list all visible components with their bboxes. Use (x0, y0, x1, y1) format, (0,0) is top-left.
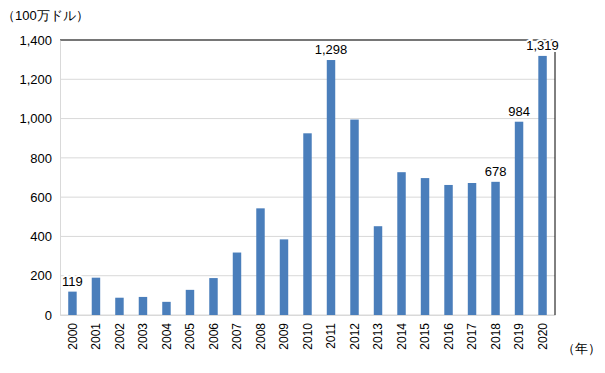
data-label: 1,298 (315, 42, 348, 57)
bar (303, 133, 311, 315)
bar (280, 239, 288, 315)
y-tick-label: 600 (30, 190, 52, 205)
x-tick: 2002 (113, 315, 127, 350)
y-axis: 0 200 400 600 800 1,000 1,200 1,400 (19, 33, 60, 323)
x-tick: 2000 (66, 315, 80, 350)
bar (468, 183, 476, 315)
data-labels: 119 1,298 678 984 1,319 (62, 38, 559, 289)
x-tick-label: 2016 (442, 323, 456, 350)
x-tick: 2008 (254, 315, 268, 350)
x-tick-label: 2012 (348, 323, 362, 350)
bars (68, 56, 547, 315)
x-axis-line (61, 315, 556, 316)
x-tick: 2013 (371, 315, 385, 350)
bar (444, 185, 452, 315)
bar (162, 302, 170, 315)
x-tick: 2006 (207, 315, 221, 350)
y-tick: 1,400 (19, 33, 60, 48)
x-tick-label: 2017 (465, 323, 479, 350)
bar (374, 226, 382, 315)
grid-line (60, 118, 555, 119)
y-tick-label: 1,400 (19, 33, 52, 48)
bar (256, 208, 264, 315)
bar (92, 278, 100, 315)
bar (491, 182, 499, 315)
data-label: 1,319 (526, 38, 559, 53)
y-tick: 0 (45, 308, 60, 323)
x-axis: 2000 2001 2002 2003 2004 2005 2006 2007 2008 2009… (61, 315, 556, 350)
x-tick: 2020 (536, 315, 550, 350)
data-label: 678 (485, 164, 507, 179)
x-tick: 2004 (160, 315, 174, 350)
x-tick-label: 2005 (183, 323, 197, 350)
x-tick: 2015 (418, 315, 432, 350)
y-tick-label: 1,200 (19, 72, 52, 87)
x-tick-label: 2002 (113, 323, 127, 350)
x-tick: 2003 (136, 315, 150, 350)
y-tick-label: 200 (30, 268, 52, 283)
y-tick-label: 1,000 (19, 111, 52, 126)
y-tick: 400 (30, 229, 60, 244)
x-tick-label: 2004 (160, 323, 174, 350)
y-tick: 600 (30, 190, 60, 205)
x-tick-label: 2001 (89, 323, 103, 350)
bar (139, 297, 147, 315)
bar (538, 56, 546, 315)
frame-top (60, 40, 555, 41)
x-tick-label: 2006 (207, 323, 221, 350)
x-tick-label: 2013 (371, 323, 385, 350)
bar (68, 292, 76, 315)
x-tick-label: 2009 (277, 323, 291, 350)
y-tick-label: 800 (30, 151, 52, 166)
bar (327, 60, 335, 315)
x-tick-label: 2010 (301, 323, 315, 350)
x-tick-label: 2003 (136, 323, 150, 350)
y-axis-line (60, 41, 61, 316)
x-tick-label: 2014 (395, 323, 409, 350)
y-tick-label: 0 (45, 308, 52, 323)
bar (209, 278, 217, 315)
data-label: 984 (508, 104, 530, 119)
y-tick: 200 (30, 268, 60, 283)
bar (397, 172, 405, 315)
x-tick-label: 2011 (324, 323, 338, 349)
x-tick: 2014 (395, 315, 409, 350)
grid-line (60, 79, 555, 80)
x-tick: 2007 (230, 315, 244, 350)
bar (115, 298, 123, 315)
x-tick: 2016 (442, 315, 456, 350)
chart: 0 200 400 600 800 1,000 1,200 1,400 2000 2001 2002… (0, 0, 605, 373)
y-tick: 1,000 (19, 111, 60, 126)
frame-right (555, 40, 556, 315)
x-tick: 2011 (324, 315, 338, 349)
x-tick-label: 2015 (418, 323, 432, 350)
x-tick-label: 2000 (66, 323, 80, 350)
y-axis-title: （100万ドル） (2, 8, 89, 23)
x-tick: 2010 (301, 315, 315, 350)
grid-line (60, 40, 555, 41)
y-tick: 1,200 (19, 72, 60, 87)
y-tick: 800 (30, 151, 60, 166)
x-tick: 2018 (489, 315, 503, 350)
x-axis-title: （年） (562, 341, 601, 356)
x-tick-label: 2019 (512, 323, 526, 350)
bar (186, 290, 194, 315)
x-tick: 2005 (183, 315, 197, 350)
bar (421, 178, 429, 315)
x-tick-label: 2007 (230, 323, 244, 350)
x-tick: 2009 (277, 315, 291, 350)
x-tick-label: 2020 (536, 323, 550, 350)
x-tick: 2019 (512, 315, 526, 350)
y-tick-label: 400 (30, 229, 52, 244)
data-label: 119 (62, 274, 83, 289)
x-tick: 2001 (89, 315, 103, 350)
x-tick: 2012 (348, 315, 362, 350)
x-tick-label: 2008 (254, 323, 268, 350)
bar (515, 122, 523, 315)
x-tick: 2017 (465, 315, 479, 350)
bar (350, 120, 358, 315)
bar (233, 253, 241, 315)
x-tick-label: 2018 (489, 323, 503, 350)
grid (60, 40, 555, 315)
